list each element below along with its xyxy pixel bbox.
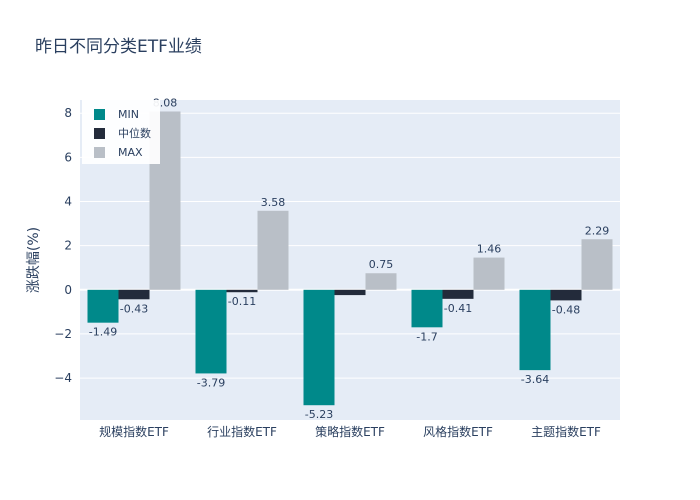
x-axis-ticks: 规模指数ETF 行业指数ETF 策略指数ETF 风格指数ETF 主题指数ETF <box>99 424 601 439</box>
bar-MIN-1[interactable] <box>195 289 227 374</box>
data-label: -1.49 <box>89 326 117 339</box>
legend-swatch[interactable] <box>94 128 105 139</box>
y-axis-ticks: −4 −2 0 2 4 6 8 <box>54 106 72 385</box>
bar-MIN-3[interactable] <box>411 289 443 328</box>
bar-中位数-4[interactable] <box>550 289 582 301</box>
x-tick-label: 策略指数ETF <box>315 424 385 439</box>
y-tick-label: 0 <box>64 283 72 297</box>
bar-MIN-4[interactable] <box>519 289 551 371</box>
data-label: 1.46 <box>477 243 502 256</box>
y-axis-label: 涨跌幅(%) <box>26 227 42 293</box>
x-tick-label: 风格指数ETF <box>423 424 493 439</box>
y-tick-label: −4 <box>54 371 72 385</box>
data-label: -3.64 <box>521 373 549 386</box>
bar-中位数-2[interactable] <box>334 289 366 296</box>
legend-label[interactable]: MAX <box>118 146 143 159</box>
bar-MIN-2[interactable] <box>303 289 335 406</box>
legend-label[interactable]: MIN <box>118 108 139 121</box>
data-label: -0.43 <box>120 302 148 315</box>
x-tick-label: 行业指数ETF <box>207 424 277 439</box>
chart-title: 昨日不同分类ETF业绩 <box>35 37 202 57</box>
x-tick-label: 主题指数ETF <box>531 424 601 439</box>
data-label: -5.23 <box>305 408 333 421</box>
bar-中位数-1[interactable] <box>226 289 258 293</box>
data-label: 3.58 <box>261 196 286 209</box>
bar-中位数-3[interactable] <box>442 289 474 299</box>
bar-MAX-3[interactable] <box>473 257 505 290</box>
bar-中位数-0[interactable] <box>118 289 150 300</box>
data-label: -1.7 <box>416 330 437 343</box>
data-label: 0.75 <box>369 258 394 271</box>
legend-swatch[interactable] <box>94 109 105 120</box>
y-tick-label: 2 <box>64 239 72 253</box>
legend[interactable]: MIN 中位数 MAX <box>82 100 160 164</box>
data-label: 2.29 <box>585 224 610 237</box>
legend-label[interactable]: 中位数 <box>118 126 151 140</box>
y-tick-label: 6 <box>64 150 72 164</box>
data-label: -0.48 <box>552 303 580 316</box>
legend-swatch[interactable] <box>94 147 105 158</box>
bar-MIN-0[interactable] <box>87 289 119 323</box>
data-label: -0.11 <box>228 295 256 308</box>
x-tick-label: 规模指数ETF <box>99 424 169 439</box>
bar-MAX-2[interactable] <box>365 273 397 290</box>
y-tick-label: −2 <box>54 327 72 341</box>
y-tick-label: 4 <box>64 195 72 209</box>
data-label: -0.41 <box>444 302 472 315</box>
bar-MAX-1[interactable] <box>257 210 289 290</box>
y-tick-label: 8 <box>64 106 72 120</box>
data-label: -3.79 <box>197 376 225 389</box>
bar-MAX-4[interactable] <box>581 239 613 290</box>
